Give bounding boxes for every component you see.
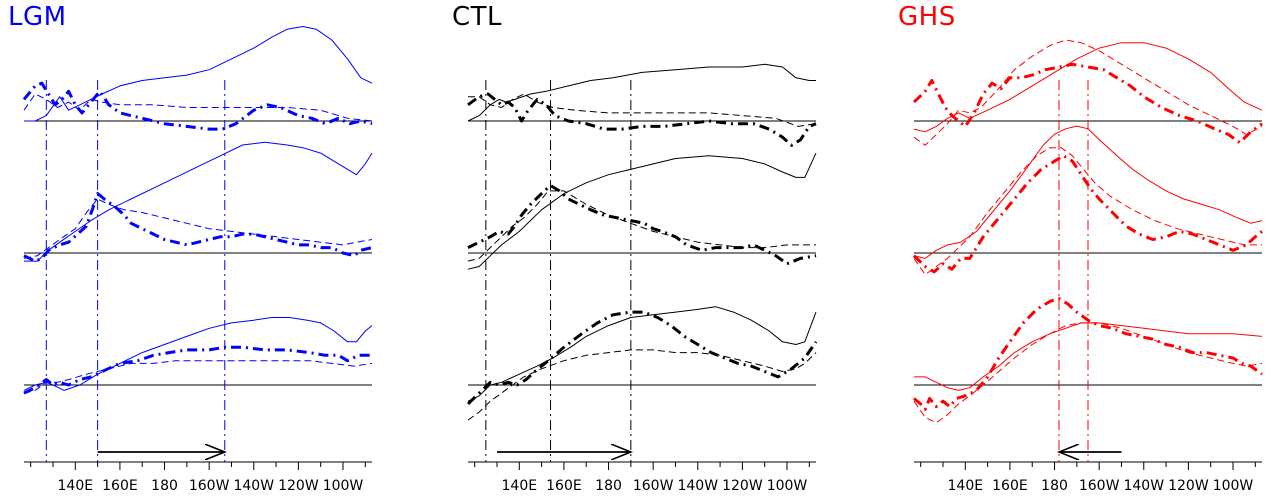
x-tick-label: 100W [323, 478, 364, 494]
x-tick-label: 100W [767, 478, 808, 494]
x-tick-label: 180 [151, 478, 178, 494]
series-row1-solid [913, 42, 1263, 133]
series-row1-solid [467, 63, 816, 122]
x-tick-label: 160E [102, 478, 138, 494]
plot-ctl: 140E 160E 180 160W 140W 120W 100W [466, 63, 818, 494]
series-row1-dashdot [22, 81, 373, 131]
series-row2-solid [24, 141, 373, 262]
series-row2-dashed [467, 190, 816, 262]
x-tick-label: 120W [1168, 478, 1209, 494]
series-row2-solid [467, 152, 817, 270]
plot-lgm: 140E 160E 180 160W 140W 120W 100W [22, 26, 373, 494]
series-row1-dashdot [467, 92, 817, 147]
series-row1-solid [24, 26, 373, 122]
x-tick-label: 140W [677, 478, 718, 494]
x-tick-label: 180 [1041, 478, 1068, 494]
series-row3-solid [23, 317, 373, 391]
x-tick-label: 160W [189, 478, 230, 494]
plot-ghs: 140E 160E 180 160W 140W 120W 100W [912, 39, 1263, 494]
series-row1-dashed [913, 39, 1263, 146]
x-tick-label: 140E [502, 478, 538, 494]
panel-title-ghs: GHS [898, 2, 956, 32]
x-tick-label: 120W [278, 478, 319, 494]
series-row2-dashed [23, 198, 373, 259]
x-tick-label: 160W [633, 478, 674, 494]
x-tick-label: 160E [546, 478, 582, 494]
panel-ghs: GHS 140E 160E 180 160W 140W 120W 100W [898, 0, 1278, 504]
x-tick-label: 100W [1213, 478, 1254, 494]
x-tick-label: 140W [233, 478, 274, 494]
series-row3-solid [467, 306, 817, 402]
series-row2-dashdot [467, 184, 817, 266]
x-tick-label: 140E [948, 478, 984, 494]
x-tick-label: 180 [595, 478, 622, 494]
panel-title-ctl: CTL [452, 2, 503, 32]
series-row2-dashed [913, 147, 1262, 276]
series-row3-dashdot [466, 310, 818, 405]
x-tick-label: 140E [58, 478, 94, 494]
series-row3-dashdot [23, 345, 372, 395]
panel-ctl: CTL 140E 160E 180 160W 140W 120W 100W [452, 0, 832, 504]
series-row3-dashdot [913, 297, 1263, 411]
x-tick-label: 160E [992, 478, 1028, 494]
series-row1-dashdot [912, 62, 1263, 145]
x-tick-label: 160W [1079, 478, 1120, 494]
x-tick-label: 120W [722, 478, 763, 494]
x-tick-label: 140W [1123, 478, 1164, 494]
panel-title-lgm: LGM [8, 2, 67, 32]
series-row3-dashed [23, 360, 373, 394]
series-row1-dashed [23, 93, 373, 122]
series-row2-solid [913, 125, 1263, 259]
series-row3-dashed [913, 322, 1263, 424]
panel-lgm: LGM 140E 160E 180 160W 140W 120W 100W [8, 0, 388, 504]
